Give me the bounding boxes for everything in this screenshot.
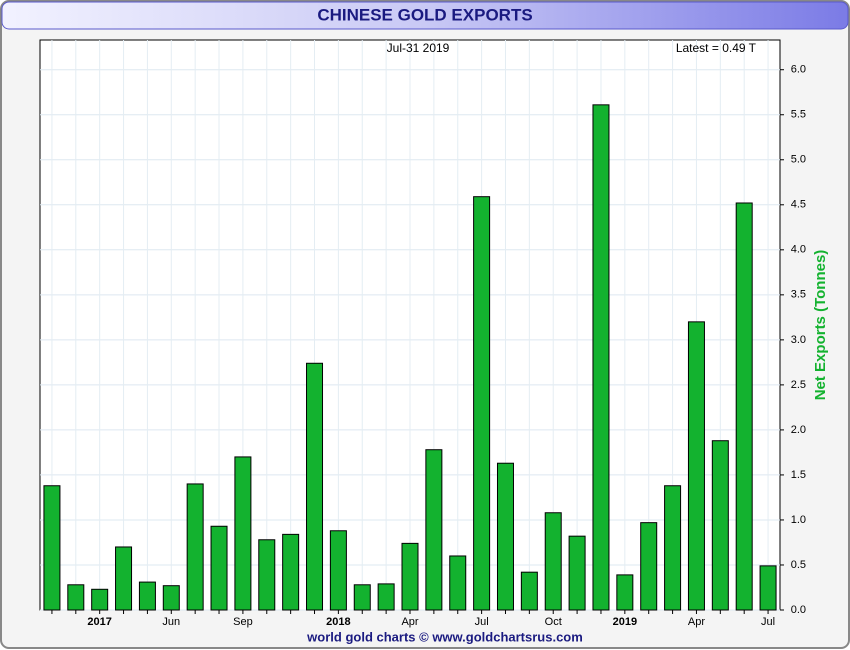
bar (186, 483, 204, 611)
x-tick-label: 2018 (326, 616, 350, 628)
y-axis-label: Net Exports (Tonnes) (812, 250, 829, 401)
bar (425, 449, 443, 611)
x-tick-label: Apr (688, 616, 705, 628)
bar (544, 512, 562, 611)
y-tick-label: 2.0 (791, 424, 806, 436)
bar (473, 196, 491, 611)
y-tick-label: 3.0 (791, 334, 806, 346)
bar (401, 542, 419, 611)
footer: world gold charts © www.goldchartsrus.co… (306, 629, 583, 644)
bar (234, 456, 252, 611)
bar (138, 581, 156, 611)
latest-label: Latest = 0.49 T (676, 41, 757, 55)
bar (43, 485, 61, 611)
y-tick-label: 4.0 (791, 244, 806, 256)
x-tick-label: Jul (475, 616, 489, 628)
y-tick-label: 5.0 (791, 154, 806, 166)
y-tick-label: 4.5 (791, 199, 806, 211)
y-tick-label: 1.5 (791, 469, 806, 481)
bar (520, 571, 538, 611)
bar (115, 546, 133, 611)
bar (67, 584, 85, 611)
bar (258, 539, 276, 611)
x-tick-label: 2017 (87, 616, 111, 628)
bar (353, 584, 371, 611)
bar (664, 485, 682, 611)
y-tick-label: 3.5 (791, 289, 806, 301)
y-tick-label: 6.0 (791, 64, 806, 76)
x-tick-label: Sep (233, 616, 253, 628)
bar (306, 362, 324, 611)
bar (377, 583, 395, 611)
x-tick-label: Apr (401, 616, 418, 628)
x-tick-label: Jun (162, 616, 180, 628)
chart-title: CHINESE GOLD EXPORTS (317, 5, 532, 24)
bar (592, 104, 610, 611)
bar (449, 555, 467, 611)
bar (329, 530, 347, 611)
x-tick-label: 2019 (613, 616, 637, 628)
bar (282, 533, 300, 611)
title-bar (1, 1, 849, 30)
y-tick-label: 5.5 (791, 109, 806, 121)
bar (759, 565, 777, 611)
bar (162, 585, 180, 611)
bar (91, 588, 109, 611)
bar (496, 462, 514, 611)
y-tick-label: 0.0 (791, 604, 806, 616)
x-tick-label: Oct (545, 616, 562, 628)
y-tick-label: 1.0 (791, 514, 806, 526)
bar (735, 202, 753, 611)
bar (568, 535, 586, 611)
y-tick-label: 2.5 (791, 379, 806, 391)
bar (711, 440, 729, 611)
bar (640, 522, 658, 611)
bar (210, 525, 228, 611)
y-tick-label: 0.5 (791, 559, 806, 571)
date-label: Jul-31 2019 (387, 41, 450, 55)
bar (616, 574, 634, 611)
bar (687, 321, 705, 611)
x-tick-label: Jul (761, 616, 775, 628)
